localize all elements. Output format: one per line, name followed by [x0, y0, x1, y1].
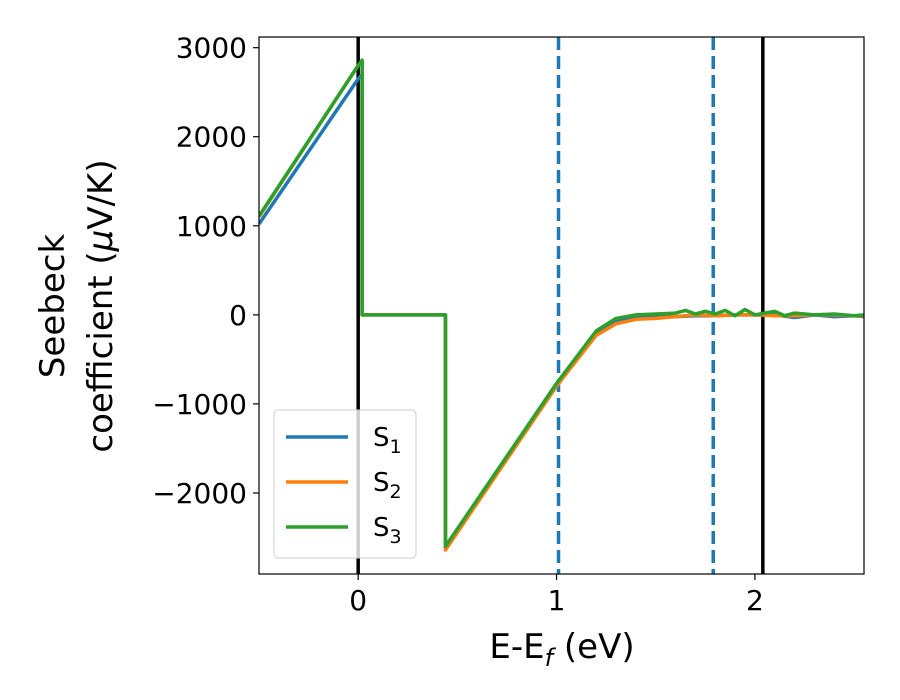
y-tick-label: 1000 — [176, 210, 247, 243]
y-axis-label: Seebeck coefficient (μV/K) — [33, 159, 121, 452]
x-axis-label-main: E-E — [489, 627, 544, 667]
y-axis-label-prefix: coefficient ( — [81, 251, 121, 452]
y-axis-label-mu: μ — [81, 230, 121, 253]
plot-area — [259, 37, 864, 574]
y-tick-label: −2000 — [152, 477, 247, 510]
plot-frame — [258, 36, 865, 575]
y-tick-label: −1000 — [152, 388, 247, 421]
reference-lines — [356, 37, 765, 574]
y-ticks: −2000 −1000 0 1000 2000 3000 — [152, 32, 259, 510]
x-axis-label: E-Ef (eV) — [489, 627, 634, 672]
y-tick-label: 2000 — [176, 121, 247, 154]
legend: S1 S2 S3 — [273, 409, 417, 559]
x-axis-label-unit: (eV) — [553, 627, 635, 667]
legend-items: S1 S2 S3 — [286, 423, 402, 548]
legend-label-s2: S2 — [373, 468, 402, 503]
y-tick-label: 3000 — [176, 32, 247, 65]
y-axis-label-line1: Seebeck — [33, 234, 73, 379]
legend-box — [273, 409, 417, 559]
legend-label-s3: S3 — [373, 513, 402, 548]
y-axis-label-line2: coefficient (μV/K) — [81, 159, 121, 452]
x-tick-label: 1 — [548, 584, 566, 617]
x-tick-label: 2 — [746, 584, 764, 617]
x-tick-label: 0 — [349, 584, 367, 617]
y-tick-label: 0 — [229, 299, 247, 332]
x-ticks: 0 1 2 — [349, 574, 764, 617]
series-line-s3 — [259, 58, 864, 549]
legend-label-s1: S1 — [373, 423, 402, 458]
y-axis-label-unit: V/K) — [81, 159, 121, 229]
series-lines — [259, 58, 864, 552]
